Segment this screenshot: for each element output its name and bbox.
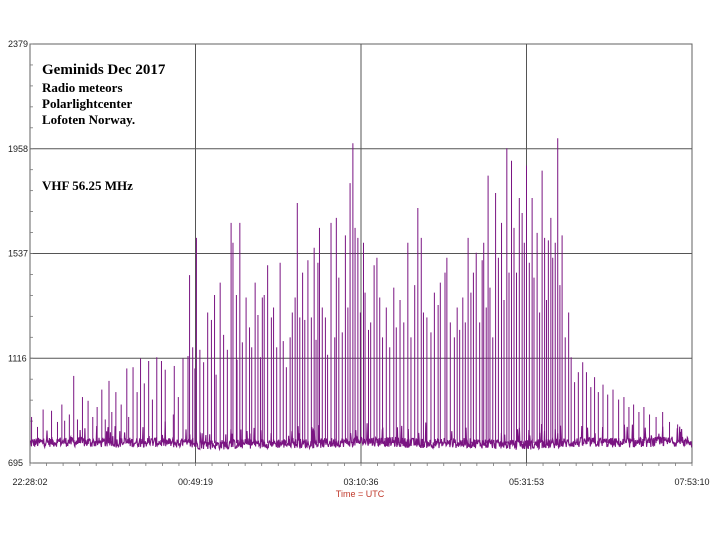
annotation-line-2: Polarlightcenter bbox=[42, 96, 132, 111]
frequency-label: VHF 56.25 MHz bbox=[42, 178, 133, 193]
annotation-line-3: Lofoten Norway. bbox=[42, 112, 135, 127]
y-tick-label: 695 bbox=[8, 458, 23, 468]
y-tick-label: 1116 bbox=[8, 353, 27, 363]
x-tick-label: 07:53:10 bbox=[674, 477, 709, 487]
x-tick-label: 00:49:19 bbox=[178, 477, 213, 487]
minor-ticks bbox=[29, 43, 693, 466]
x-axis-label: Time = UTC bbox=[336, 489, 385, 499]
series-spikes bbox=[31, 138, 679, 444]
x-axis: 22:28:02 00:49:19 03:10:36 05:31:53 07:53:10 bbox=[12, 477, 709, 487]
x-tick-label: 03:10:36 bbox=[343, 477, 378, 487]
x-tick-label: 05:31:53 bbox=[509, 477, 544, 487]
x-tick-label: 22:28:02 bbox=[12, 477, 47, 487]
y-tick-label: 2379 bbox=[8, 39, 28, 49]
y-tick-label: 1537 bbox=[8, 249, 28, 259]
chart-title: Geminids Dec 2017 bbox=[42, 62, 166, 78]
y-axis: 695 1116 1537 1958 2379 bbox=[8, 39, 28, 468]
annotation-line-1: Radio meteors bbox=[42, 80, 123, 95]
y-tick-label: 1958 bbox=[8, 144, 28, 154]
